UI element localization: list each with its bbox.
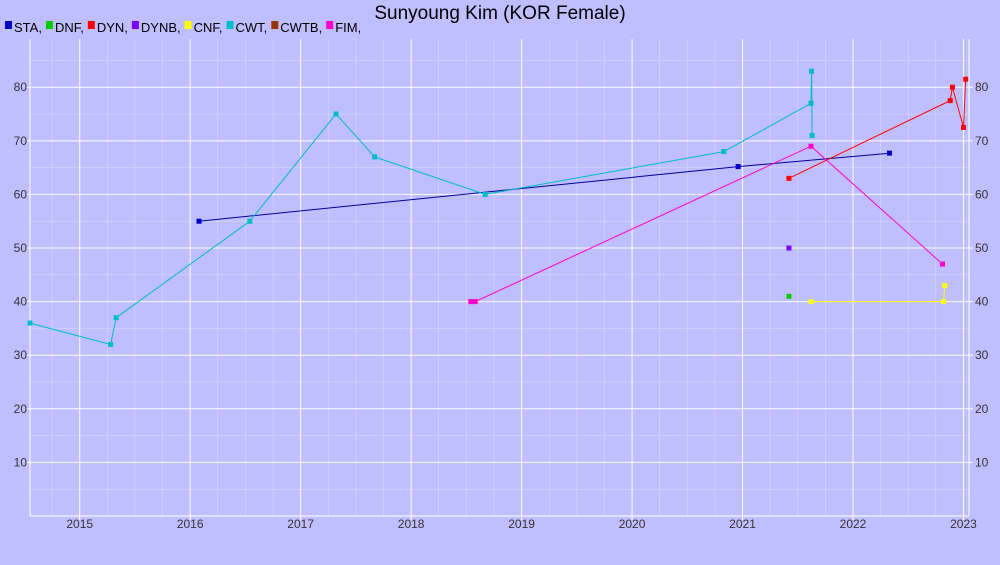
data-point [108, 341, 114, 347]
data-point [333, 111, 339, 117]
x-tick-label: 2020 [619, 517, 646, 531]
data-point [27, 320, 33, 326]
y-tick-label-right: 40 [975, 295, 989, 309]
legend-label: DNF, [55, 20, 84, 35]
x-tick-label: 2015 [66, 517, 93, 531]
legend-label: CNF, [194, 20, 223, 35]
data-point [963, 76, 969, 82]
legend-label: DYN, [97, 20, 128, 35]
x-tick-label: 2017 [287, 517, 314, 531]
data-point [886, 150, 892, 156]
data-point [372, 154, 378, 160]
data-point [786, 175, 792, 181]
data-point [809, 132, 815, 138]
x-tick-label: 2018 [398, 517, 425, 531]
data-point [482, 191, 488, 197]
legend-label: FIM, [335, 20, 361, 35]
data-point [786, 245, 792, 251]
y-tick-label-left: 40 [14, 295, 28, 309]
data-point [735, 164, 741, 170]
y-tick-label-left: 10 [14, 455, 28, 469]
series-group [786, 76, 969, 181]
data-point [472, 299, 478, 305]
series-layer [27, 68, 969, 347]
y-tick-label-left: 20 [14, 402, 28, 416]
data-point [808, 143, 814, 149]
data-point [947, 98, 953, 104]
x-tick-label: 2019 [508, 517, 535, 531]
data-point [808, 299, 814, 305]
y-tick-label-left: 60 [14, 187, 28, 201]
legend: STA, DNF, DYN, DYNB, CNF, CWT, CWTB, FIM, [5, 20, 361, 35]
legend-swatch [5, 21, 12, 29]
series-group [196, 150, 892, 224]
data-point [113, 315, 119, 321]
y-tick-label-left: 80 [14, 80, 28, 94]
legend-label: CWT, [236, 20, 268, 35]
data-point [809, 68, 815, 74]
y-tick-label-right: 50 [975, 241, 989, 255]
y-tick-label-right: 70 [975, 134, 989, 148]
legend-swatch [271, 21, 279, 29]
series-group [468, 143, 945, 305]
data-point [949, 84, 955, 90]
legend-label: DYNB, [141, 20, 181, 35]
data-point [939, 261, 945, 267]
y-tick-label-left: 30 [14, 348, 28, 362]
legend-label: STA, [14, 20, 42, 35]
data-point [960, 124, 966, 130]
legend-swatch [45, 21, 53, 29]
x-tick-label: 2023 [950, 517, 977, 531]
series-group [786, 245, 792, 251]
series-group [786, 293, 792, 299]
legend-swatch [226, 21, 234, 29]
series-group [808, 283, 948, 305]
data-point [786, 293, 792, 299]
legend-label: CWTB, [280, 20, 322, 35]
x-tick-label: 2016 [177, 517, 204, 531]
data-point [196, 218, 202, 224]
chart-title: Sunyoung Kim (KOR Female) [374, 3, 625, 24]
data-point [942, 283, 948, 289]
data-point [247, 218, 253, 224]
plot-area [30, 39, 969, 516]
y-tick-label-left: 70 [14, 134, 28, 148]
grid [30, 39, 969, 516]
legend-swatch [184, 21, 192, 29]
y-tick-label-left: 50 [14, 241, 28, 255]
legend-swatch [87, 21, 95, 29]
data-point [941, 299, 947, 305]
data-point [721, 149, 727, 155]
x-tick-label: 2022 [840, 517, 867, 531]
series-group [27, 68, 815, 347]
data-point [468, 299, 474, 305]
y-tick-label-right: 60 [975, 187, 989, 201]
y-tick-label-right: 20 [975, 402, 989, 416]
y-tick-label-right: 80 [975, 80, 989, 94]
legend-swatch [131, 21, 139, 29]
x-tick-label: 2021 [729, 517, 756, 531]
y-tick-label-right: 30 [975, 348, 989, 362]
y-tick-label-right: 10 [975, 455, 989, 469]
data-point [808, 100, 814, 106]
legend-swatch [326, 21, 334, 29]
